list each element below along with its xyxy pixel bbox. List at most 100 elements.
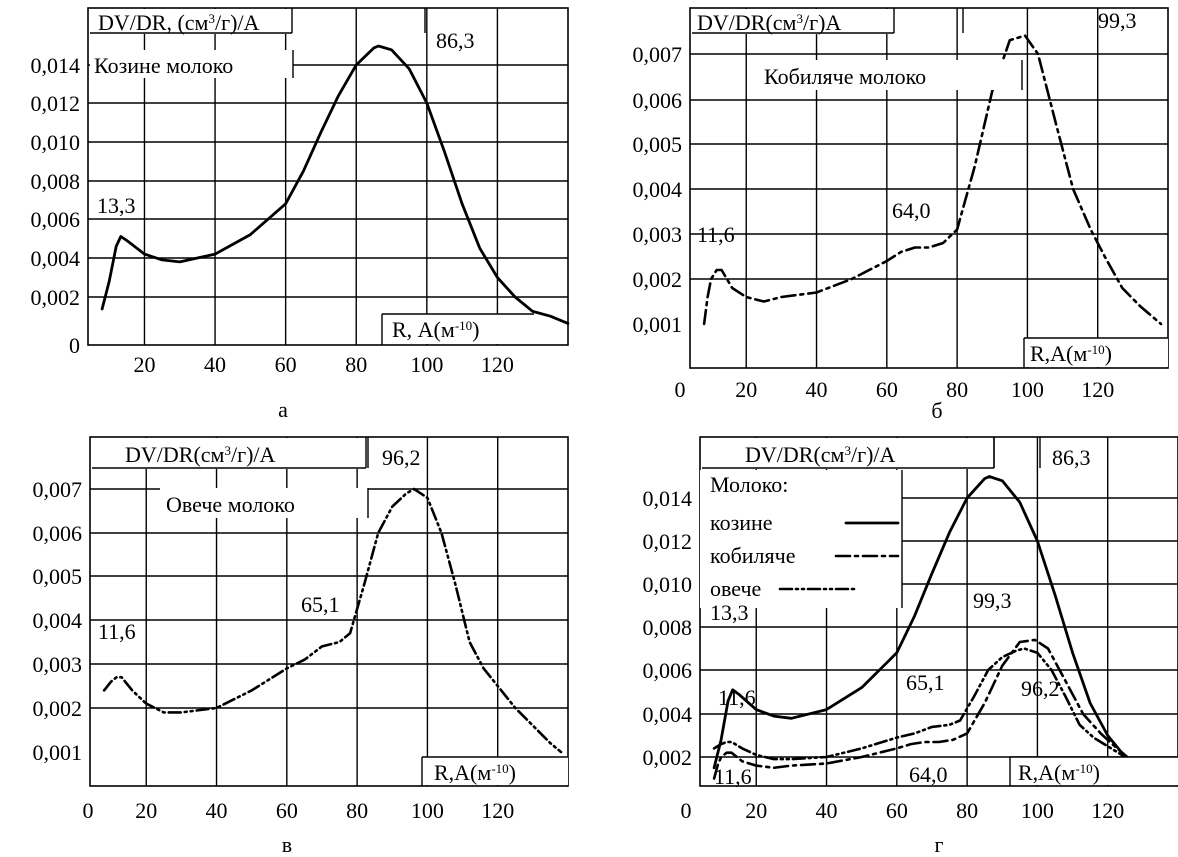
peak-annotation: 99,3 bbox=[1098, 8, 1137, 33]
y-tick-label: 0,002 bbox=[643, 745, 693, 770]
peak-annotation: 96,2 bbox=[382, 445, 421, 470]
y-tick-label: 0,001 bbox=[33, 740, 83, 765]
y-tick-label: 0,007 bbox=[33, 477, 83, 502]
ylabel-box bbox=[702, 438, 994, 469]
ylabel-box bbox=[92, 438, 366, 469]
peak-annotation: 65,1 bbox=[301, 592, 340, 617]
y-tick-label: 0,002 bbox=[31, 285, 81, 310]
x-tick-label: 80 bbox=[956, 798, 978, 823]
peak-annotation: 11,6 bbox=[718, 685, 756, 710]
y-tick-label: 0,006 bbox=[633, 88, 683, 113]
peak-annotation: 11,6 bbox=[714, 764, 752, 789]
x-tick-label: 20 bbox=[133, 352, 155, 377]
xlabel-box bbox=[382, 314, 534, 344]
peak-annotation: 11,6 bbox=[697, 222, 735, 247]
x-tick-label: 60 bbox=[876, 377, 898, 402]
y-tick-label: 0,010 bbox=[643, 572, 693, 597]
peak-annotation: 13,3 bbox=[97, 193, 136, 218]
peak-annotation: 86,3 bbox=[436, 28, 475, 53]
x-tick-label: 60 bbox=[276, 798, 298, 823]
plot-frame bbox=[699, 436, 1178, 787]
legend-box bbox=[760, 60, 1022, 90]
ylabel-box bbox=[90, 9, 292, 34]
peak-annotation: 11,6 bbox=[98, 619, 136, 644]
xlabel-box bbox=[422, 757, 568, 785]
y-tick-label: 0,006 bbox=[31, 207, 81, 232]
y-tick-label: 0,003 bbox=[33, 652, 83, 677]
x-tick-label: 100 bbox=[411, 798, 444, 823]
x-tick-label: 120 bbox=[481, 798, 514, 823]
y-tick-label: 0,006 bbox=[643, 658, 693, 683]
y-tick-label: 0,007 bbox=[633, 42, 683, 67]
x-tick-label: 40 bbox=[816, 798, 838, 823]
y-tick-label: 0,002 bbox=[633, 267, 683, 292]
y-tick-label: 0,012 bbox=[31, 91, 81, 116]
y-tick-label: 0,005 bbox=[633, 132, 683, 157]
x-tick-label: 120 bbox=[1081, 377, 1114, 402]
x-tick-label: 100 bbox=[1011, 377, 1044, 402]
x-axis-label: R,А(м-10) bbox=[1030, 341, 1112, 366]
x-tick-label: 80 bbox=[346, 798, 368, 823]
panel-label: г bbox=[934, 832, 943, 857]
x-tick-label: 0 bbox=[83, 798, 94, 823]
y-tick-label: 0,008 bbox=[643, 615, 693, 640]
chart-panel-1: DV/DR, (см3/г)/А R, А(м-10) Козине молоко 0… bbox=[31, 7, 570, 422]
x-tick-label: 100 bbox=[410, 352, 443, 377]
xlabel-box bbox=[1010, 757, 1178, 785]
series-line-кобиляче bbox=[712, 638, 1173, 780]
x-tick-label: 0 bbox=[675, 377, 686, 402]
legend-entry-овече: овече bbox=[710, 576, 761, 601]
series-line-овече bbox=[712, 647, 1173, 780]
x-tick-label: 100 bbox=[1021, 798, 1054, 823]
x-tick-label: 40 bbox=[204, 352, 226, 377]
x-axis-label: R, А(м-10) bbox=[392, 317, 479, 342]
y-tick-label: 0 bbox=[69, 333, 80, 358]
chart-panel-2: DV/DR(см3/г)А R,А(м-10) Кобиляче молоко 0,0… bbox=[633, 7, 1169, 423]
legend-title: Козине молоко bbox=[94, 53, 233, 78]
plot-frame bbox=[87, 7, 569, 346]
legend-box bbox=[90, 50, 293, 78]
y-tick-label: 0,005 bbox=[33, 564, 83, 589]
x-tick-label: 120 bbox=[481, 352, 514, 377]
peak-annotation: 99,3 bbox=[973, 588, 1012, 613]
panel-label: а bbox=[278, 397, 288, 422]
series-line-козине bbox=[712, 475, 1178, 782]
x-tick-label: 40 bbox=[806, 377, 828, 402]
x-tick-label: 20 bbox=[135, 798, 157, 823]
x-tick-label: 120 bbox=[1091, 798, 1124, 823]
x-tick-label: 0 bbox=[681, 798, 692, 823]
peak-annotation: 13,3 bbox=[710, 600, 749, 625]
y-axis-label: DV/DR(см3/г)/А bbox=[745, 442, 896, 467]
y-tick-label: 0,006 bbox=[33, 521, 83, 546]
ylabel-box bbox=[692, 9, 894, 34]
x-tick-label: 60 bbox=[275, 352, 297, 377]
panel-label: б bbox=[931, 398, 942, 423]
x-tick-label: 80 bbox=[946, 377, 968, 402]
x-tick-label: 60 bbox=[886, 798, 908, 823]
legend-box bbox=[700, 470, 902, 608]
xlabel-box bbox=[1024, 338, 1168, 367]
y-tick-label: 0,004 bbox=[33, 608, 83, 633]
peak-annotation: 86,3 bbox=[1052, 445, 1091, 470]
y-tick-label: 0,010 bbox=[31, 130, 81, 155]
y-tick-label: 0,002 bbox=[33, 696, 83, 721]
y-tick-label: 0,004 bbox=[31, 246, 81, 271]
legend-entry-кобиляче: кобиляче bbox=[710, 543, 795, 568]
y-tick-label: 0,012 bbox=[643, 529, 693, 554]
x-axis-label: R,А(м-10) bbox=[434, 760, 516, 785]
x-axis-label: R,А(м-10) bbox=[1018, 760, 1100, 785]
peak-annotation: 64,0 bbox=[892, 198, 931, 223]
legend-title: Овече молоко bbox=[166, 492, 295, 517]
peak-annotation: 64,0 bbox=[909, 762, 948, 787]
series-line-solid bbox=[100, 44, 570, 325]
y-tick-label: 0,014 bbox=[643, 486, 693, 511]
chart-panel-3: DV/DR(см3/г)/А R,А(м-10) Овече молоко 0,001… bbox=[33, 436, 569, 857]
x-tick-label: 20 bbox=[735, 377, 757, 402]
x-tick-label: 80 bbox=[345, 352, 367, 377]
y-axis-label: DV/DR(см3/г)/А bbox=[125, 442, 276, 467]
legend-box bbox=[160, 488, 368, 518]
x-tick-label: 20 bbox=[745, 798, 767, 823]
y-tick-label: 0,003 bbox=[633, 222, 683, 247]
y-tick-label: 0,001 bbox=[633, 312, 683, 337]
